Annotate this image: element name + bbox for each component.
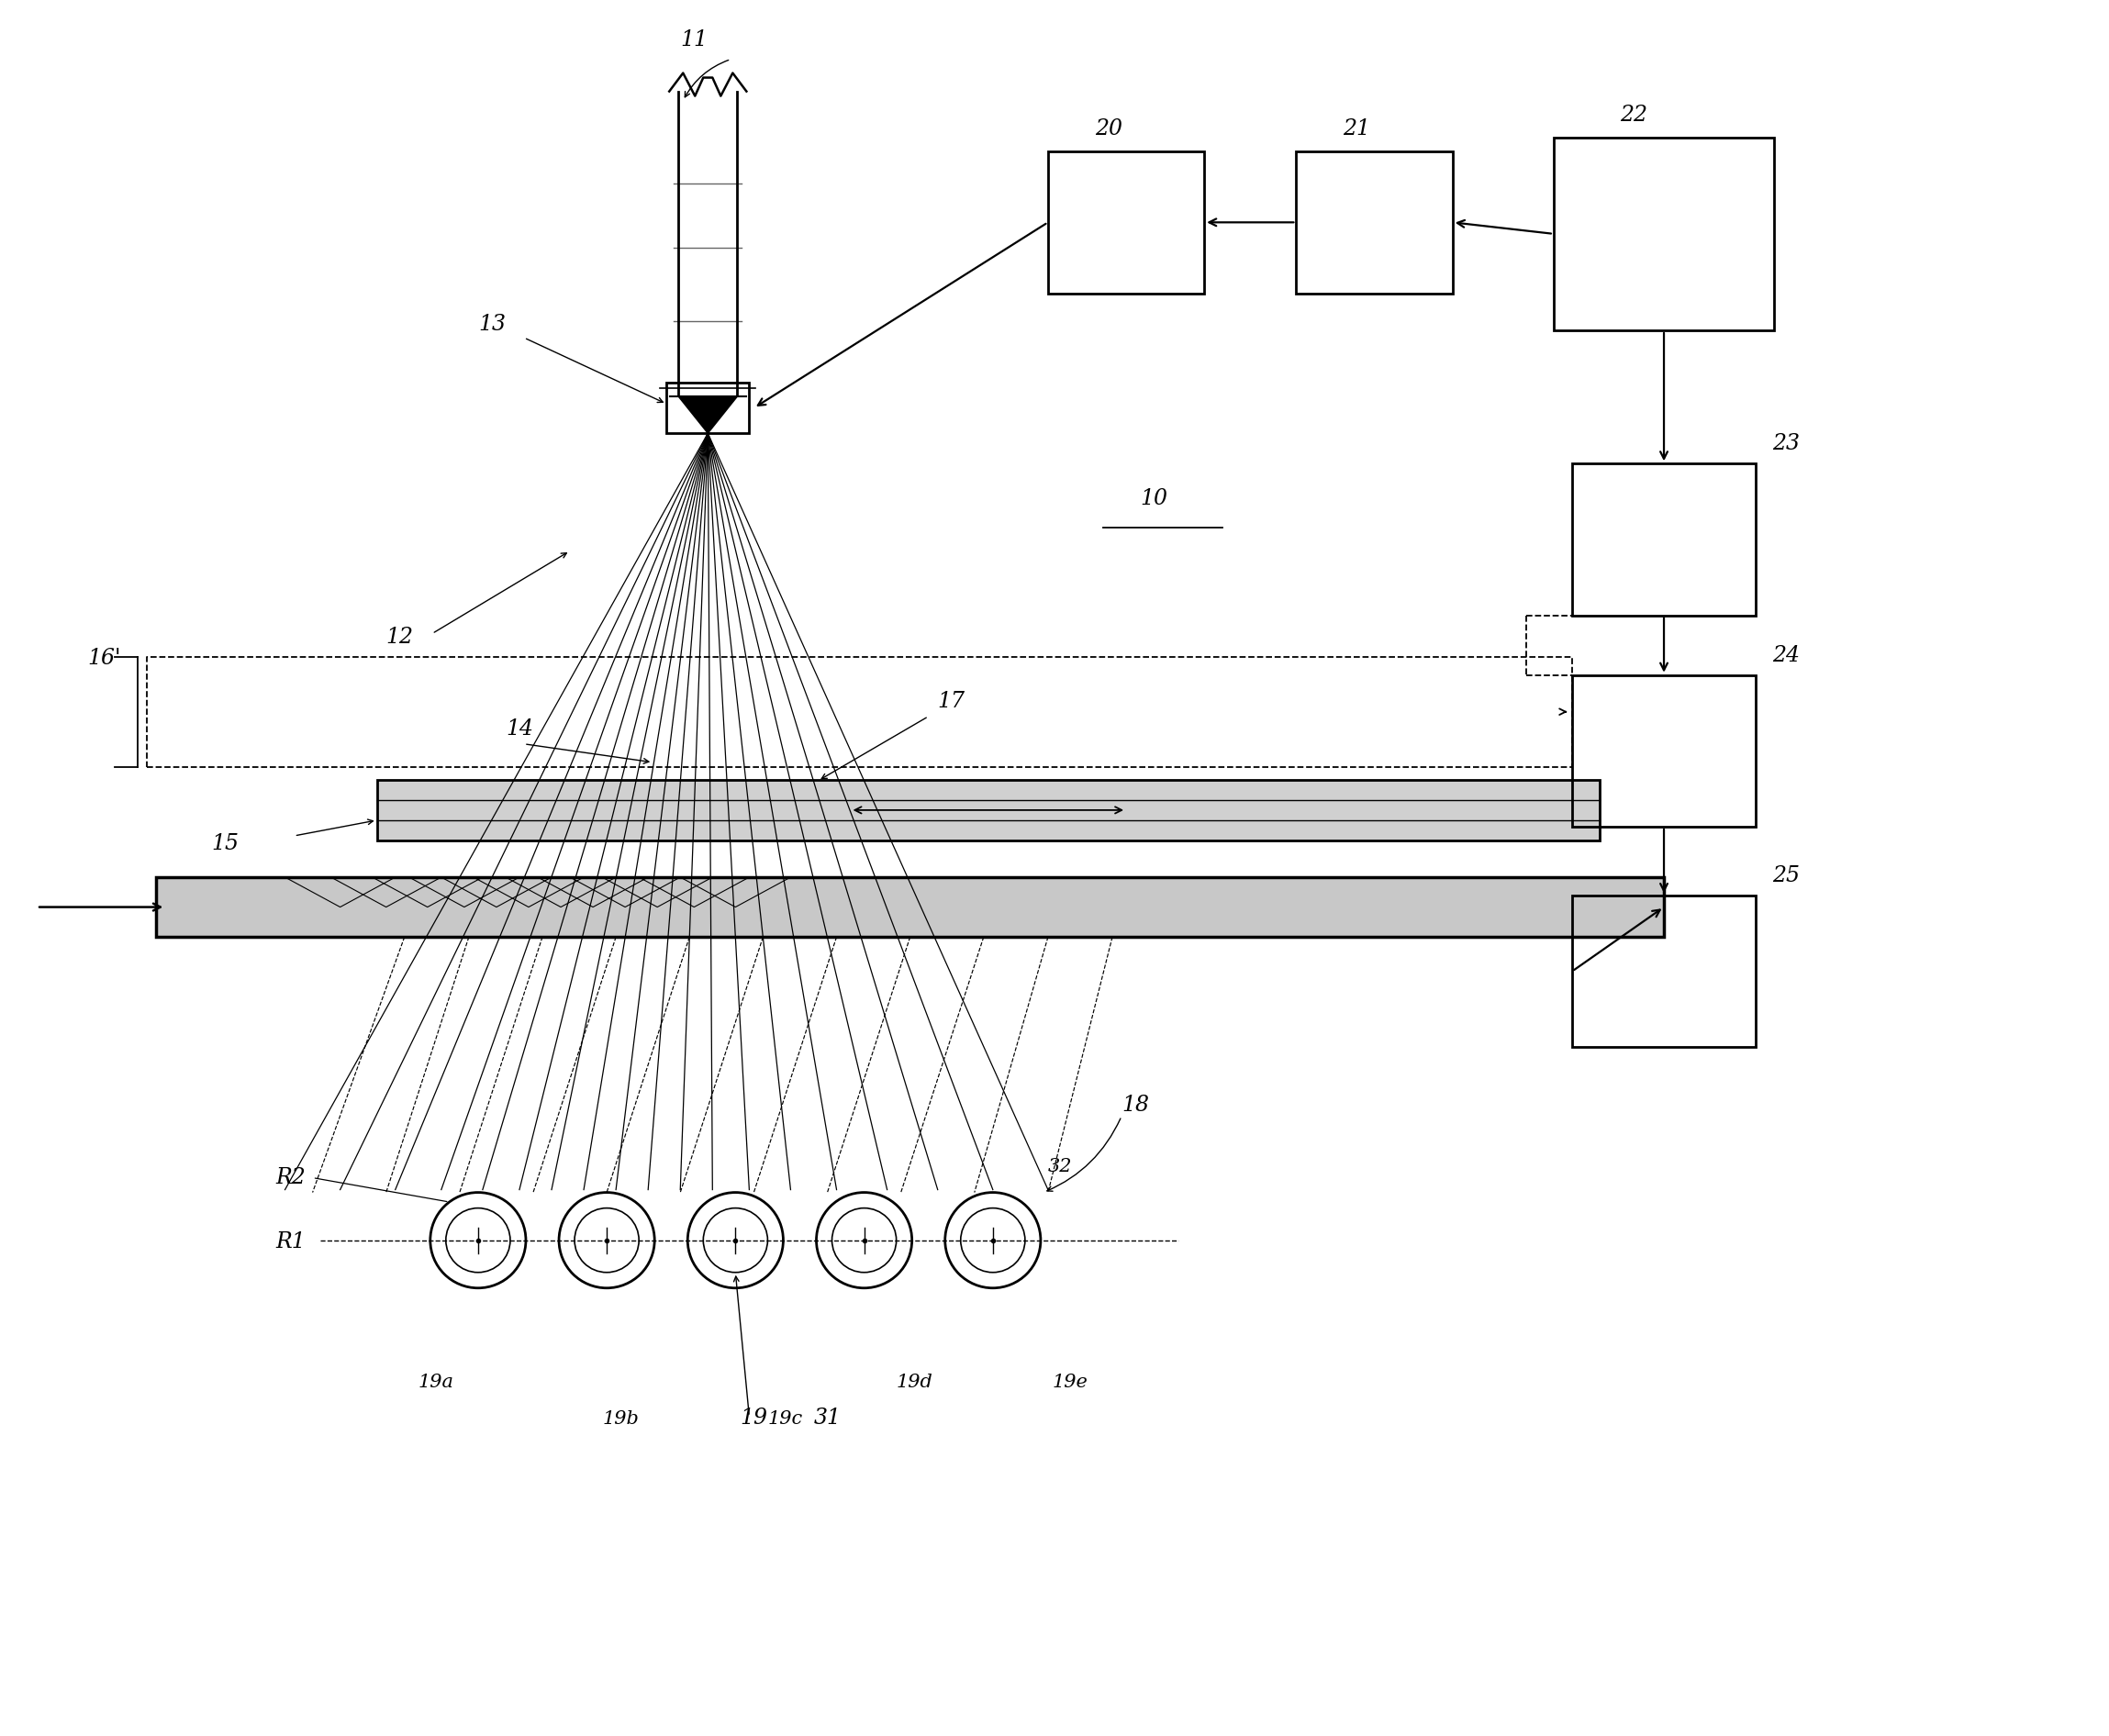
Text: R1: R1 [276,1231,306,1252]
Text: 14: 14 [506,719,534,740]
Text: 17: 17 [939,691,966,712]
Text: 19b: 19b [603,1410,639,1427]
Text: 11: 11 [681,30,709,50]
Text: 13: 13 [479,314,506,335]
Text: 10: 10 [1141,488,1168,510]
Polygon shape [679,396,738,434]
Text: R2: R2 [276,1167,306,1187]
Text: 23: 23 [1772,434,1799,455]
Bar [1571,675,1757,826]
Bar [666,382,749,434]
Text: 15: 15 [211,833,238,854]
Bar [1571,464,1757,615]
Text: 19a: 19a [418,1373,453,1391]
Text: 22: 22 [1620,104,1647,125]
Text: 19e: 19e [1052,1373,1088,1391]
Bar [1571,896,1757,1047]
Text: 25: 25 [1772,865,1799,887]
Text: 18: 18 [1122,1095,1149,1116]
Text: 31: 31 [814,1408,841,1429]
Bar [1554,137,1774,330]
Text: 19c: 19c [768,1410,804,1427]
Text: 32: 32 [1048,1158,1071,1175]
Text: 21: 21 [1343,118,1371,139]
Bar [1297,151,1453,293]
Text: 19: 19 [740,1408,768,1429]
Bar [1048,151,1204,293]
Bar [156,877,1664,937]
Text: 12: 12 [386,627,413,648]
Bar [378,779,1599,840]
Text: 16': 16' [86,648,120,668]
Text: 20: 20 [1095,118,1122,139]
Text: 19d: 19d [896,1373,932,1391]
Text: 24: 24 [1772,644,1799,667]
